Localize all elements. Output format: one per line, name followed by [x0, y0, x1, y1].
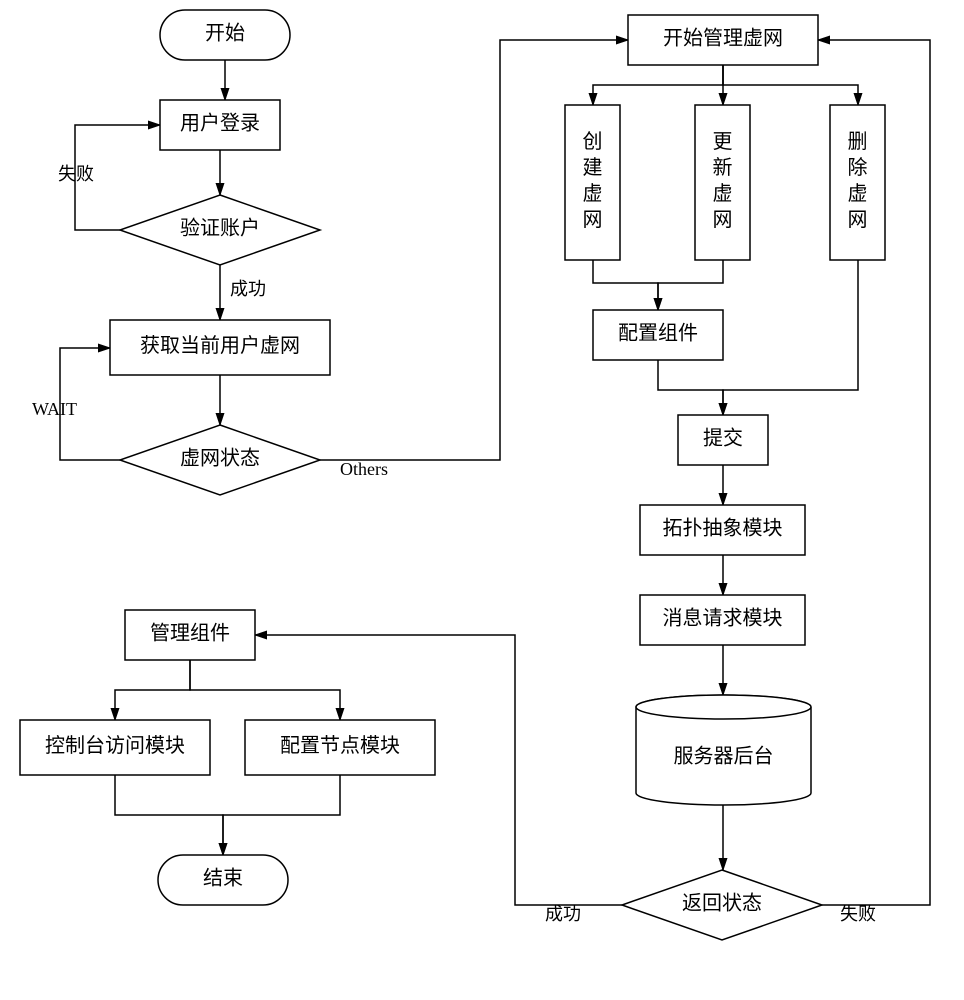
edge-label-verify-login: 失败 — [58, 164, 94, 184]
edge-label-returnstate-managecomp: 成功 — [545, 904, 581, 924]
svg-text:返回状态: 返回状态 — [682, 892, 762, 915]
svg-text:开始管理虚网: 开始管理虚网 — [663, 27, 783, 50]
edge-managecomp-console — [115, 660, 190, 720]
svg-text:虚: 虚 — [713, 182, 733, 205]
svg-text:控制台访问模块: 控制台访问模块 — [45, 734, 185, 757]
edge-create-config — [593, 260, 658, 310]
svg-text:删: 删 — [848, 130, 868, 153]
edge-console-end — [115, 775, 223, 855]
edge-confignode-end — [223, 775, 340, 855]
svg-text:网: 网 — [713, 209, 733, 231]
svg-text:虚: 虚 — [848, 182, 868, 205]
edge-delete-submit — [723, 260, 858, 415]
svg-text:虚: 虚 — [583, 182, 603, 205]
svg-text:服务器后台: 服务器后台 — [674, 745, 774, 768]
edge-config-submit — [658, 360, 723, 415]
svg-text:配置节点模块: 配置节点模块 — [280, 734, 400, 757]
edge-label-verify-getvn: 成功 — [230, 279, 266, 299]
svg-text:用户登录: 用户登录 — [180, 112, 260, 135]
edge-label-vnstate-getvn: WAIT — [32, 399, 77, 419]
edge-startmgr-create — [593, 65, 723, 105]
svg-text:消息请求模块: 消息请求模块 — [663, 607, 783, 630]
svg-text:建: 建 — [583, 156, 603, 179]
svg-text:拓扑抽象模块: 拓扑抽象模块 — [663, 517, 783, 540]
svg-text:结束: 结束 — [203, 867, 243, 890]
svg-text:网: 网 — [848, 209, 868, 231]
svg-text:开始: 开始 — [205, 22, 245, 45]
edge-managecomp-confignode — [190, 660, 340, 720]
svg-text:获取当前用户虚网: 获取当前用户虚网 — [140, 334, 300, 357]
svg-text:更: 更 — [713, 131, 733, 153]
svg-text:提交: 提交 — [703, 427, 743, 450]
svg-text:配置组件: 配置组件 — [618, 322, 698, 345]
svg-text:验证账户: 验证账户 — [180, 217, 260, 240]
svg-text:管理组件: 管理组件 — [150, 622, 230, 645]
edge-label-returnstate-startmgr: 失败 — [840, 904, 876, 924]
svg-text:新: 新 — [713, 156, 733, 179]
edge-startmgr-delete — [723, 65, 858, 105]
svg-text:创: 创 — [583, 130, 603, 153]
edge-update-config — [658, 260, 723, 310]
svg-text:虚网状态: 虚网状态 — [180, 447, 260, 470]
svg-text:除: 除 — [848, 156, 868, 179]
svg-text:网: 网 — [583, 209, 603, 231]
edge-label-vnstate-startmgr: Others — [340, 459, 388, 479]
